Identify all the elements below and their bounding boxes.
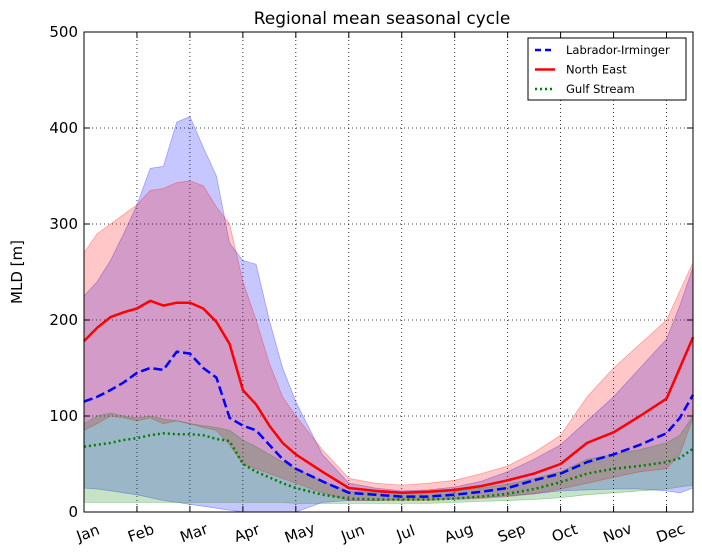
x-tick-label: Sep xyxy=(495,520,528,547)
x-tick-label: May xyxy=(282,519,317,547)
x-tick-label: Jul xyxy=(393,521,417,544)
x-tick-label: Apr xyxy=(232,520,263,546)
chart-title: Regional mean seasonal cycle xyxy=(254,9,511,29)
line-gulf-stream xyxy=(83,432,694,501)
series-lines xyxy=(83,299,695,501)
y-tick-label: 300 xyxy=(49,215,78,233)
x-tick-label: Aug xyxy=(442,520,476,547)
legend: Labrador-Irminger North East Gulf Stream xyxy=(527,37,687,101)
x-tick-label: Jan xyxy=(73,521,102,546)
y-tick-label: 500 xyxy=(49,23,78,41)
x-tick-label: Mar xyxy=(178,519,212,546)
legend-label: Gulf Stream xyxy=(566,82,635,96)
x-tick-label: Dec xyxy=(654,520,687,547)
spread-bands xyxy=(83,115,694,513)
y-tick-label: 100 xyxy=(49,407,78,425)
x-tick-label: Oct xyxy=(549,520,580,546)
x-tick-label: Nov xyxy=(601,519,635,546)
y-axis-label: MLD [m] xyxy=(8,240,26,304)
legend-label: Labrador-Irminger xyxy=(566,43,670,57)
y-tick-label: 400 xyxy=(49,119,78,137)
x-tick-label: Feb xyxy=(125,520,156,546)
legend-label: North East xyxy=(566,63,627,77)
line-north-east xyxy=(83,299,695,495)
y-tick-label: 0 xyxy=(68,503,78,521)
line-labrador-irminger xyxy=(83,350,695,498)
y-tick-label: 200 xyxy=(49,311,78,329)
plot-frame xyxy=(83,31,694,513)
x-tick-label: Jun xyxy=(338,521,367,546)
